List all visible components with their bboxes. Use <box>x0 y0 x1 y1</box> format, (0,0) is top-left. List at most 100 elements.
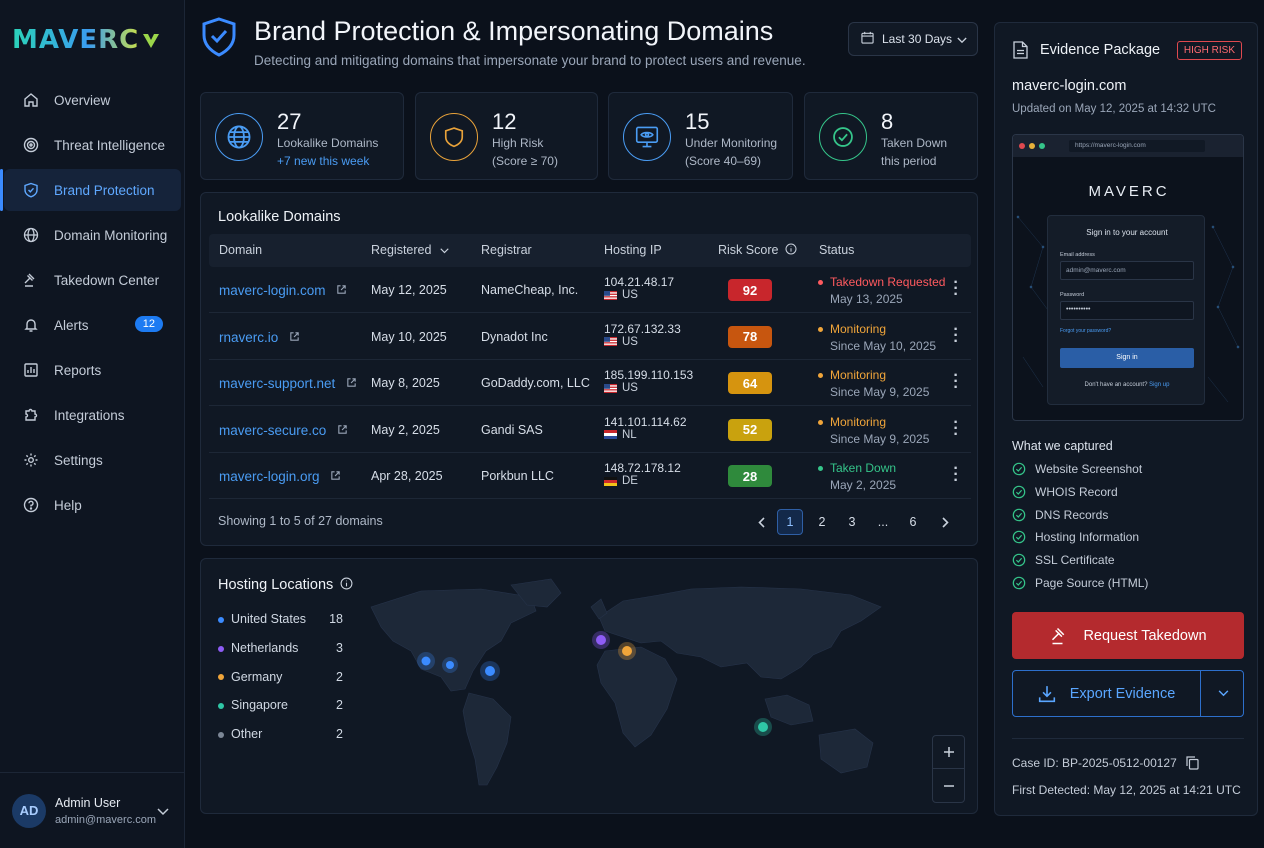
status-cell: Takedown Requested May 13, 2025 <box>818 275 945 306</box>
location-item[interactable]: Other 2 <box>218 727 343 741</box>
location-dot <box>218 674 224 681</box>
status-dot <box>818 419 823 425</box>
location-name: United States <box>231 612 307 626</box>
pagination-page-3[interactable]: 3 <box>848 515 856 529</box>
sidebar-item-help[interactable]: Help <box>4 484 181 526</box>
kpi-label: Taken Down <box>881 136 948 150</box>
zoom-in-button[interactable] <box>933 736 964 769</box>
info-icon[interactable] <box>340 577 353 590</box>
map-marker-germany[interactable] <box>622 646 632 656</box>
column-header-status[interactable]: Status <box>819 243 855 257</box>
external-link-icon[interactable] <box>346 377 357 388</box>
location-item[interactable]: United States 18 <box>218 612 343 626</box>
table-row[interactable]: maverc-support.net May 8, 2025 GoDaddy.c… <box>209 360 971 406</box>
email-field: admin@maverc.com <box>1060 261 1194 280</box>
captured-item: SSL Certificate <box>1012 553 1115 567</box>
globe-icon <box>215 113 263 161</box>
domain-link[interactable]: maverc-support.net <box>219 376 357 391</box>
bar-chart-icon <box>22 361 40 379</box>
website-screenshot[interactable]: https://maverc-login.com MAVERC Sign in … <box>1012 134 1244 421</box>
avatar: AD <box>12 793 46 828</box>
date-range-select[interactable]: Last 30 Days <box>848 22 978 56</box>
location-item[interactable]: Germany 2 <box>218 670 343 684</box>
pagination-next-button[interactable] <box>932 509 958 535</box>
column-label: Registered <box>371 243 432 257</box>
location-item[interactable]: Netherlands 3 <box>218 641 343 655</box>
risk-score-badge: 52 <box>728 418 772 441</box>
zoom-out-button[interactable] <box>933 769 964 802</box>
copy-icon[interactable] <box>1186 756 1199 770</box>
sidebar-nav: Overview Threat Intelligence Brand Prote… <box>0 76 185 529</box>
sidebar-item-integrations[interactable]: Integrations <box>4 394 181 436</box>
map-marker-us-central[interactable] <box>446 661 454 669</box>
captured-item: WHOIS Record <box>1012 485 1118 499</box>
logo[interactable]: MAVERC <box>12 25 161 55</box>
row-more-icon[interactable]: · · · <box>953 367 959 396</box>
kpi-lookalike-domains[interactable]: 27 Lookalike Domains +7 new this week <box>200 92 404 180</box>
pagination-prev-button[interactable] <box>748 509 774 535</box>
column-header-hosting-ip[interactable]: Hosting IP <box>604 243 662 257</box>
status-cell: Monitoring Since May 10, 2025 <box>818 322 936 353</box>
map-marker-us-west[interactable] <box>421 656 431 666</box>
export-options-button[interactable] <box>1202 671 1244 716</box>
kpi-under-monitoring[interactable]: 15 Under Monitoring (Score 40–69) <box>608 92 793 180</box>
ip-address: 104.21.48.17 <box>604 275 675 289</box>
info-icon[interactable] <box>785 243 797 255</box>
pagination-page-1[interactable]: 1 <box>777 509 803 535</box>
table-row[interactable]: maverc-login.org Apr 28, 2025 Porkbun LL… <box>209 453 971 499</box>
sidebar-item-takedown-center[interactable]: Takedown Center <box>4 259 181 301</box>
table-row[interactable]: maverc-login.com May 12, 2025 NameCheap,… <box>209 267 971 313</box>
map-marker-singapore[interactable] <box>758 722 768 732</box>
world-map[interactable] <box>361 571 921 811</box>
domain-link[interactable]: maverc-login.com <box>219 283 347 298</box>
risk-score-badge: 78 <box>728 325 772 348</box>
kpi-sub: +7 new this week <box>277 154 370 168</box>
table-row[interactable]: rnaverc.io May 10, 2025 Dynadot Inc 172.… <box>209 314 971 360</box>
pagination-page-2[interactable]: 2 <box>818 515 826 529</box>
row-more-icon[interactable]: · · · <box>953 320 959 350</box>
evidence-domain: maverc-login.com <box>1012 78 1127 94</box>
kpi-high-risk[interactable]: 12 High Risk (Score ≥ 70) <box>415 92 598 180</box>
table-row[interactable]: maverc-secure.co May 2, 2025 Gandi SAS 1… <box>209 407 971 453</box>
sidebar-item-reports[interactable]: Reports <box>4 349 181 391</box>
chevron-right-icon <box>941 516 949 528</box>
external-link-icon[interactable] <box>337 424 348 435</box>
check-circle-icon <box>819 113 867 161</box>
signup-link: Sign up <box>1149 382 1170 388</box>
request-takedown-button[interactable]: Request Takedown <box>1012 612 1244 659</box>
registrar: Gandi SAS <box>481 422 543 437</box>
sidebar-item-alerts[interactable]: Alerts 12 <box>4 304 181 346</box>
sidebar-item-brand-protection[interactable]: Brand Protection <box>0 169 181 211</box>
domain-name: maverc-support.net <box>219 376 336 391</box>
registered-date: May 8, 2025 <box>371 376 440 390</box>
external-link-icon[interactable] <box>336 284 347 295</box>
sidebar-item-domain-monitoring[interactable]: Domain Monitoring <box>4 214 181 256</box>
sidebar-item-overview[interactable]: Overview <box>4 79 181 121</box>
domain-link[interactable]: maverc-secure.co <box>219 423 348 438</box>
chevron-down-icon[interactable] <box>157 803 169 821</box>
external-link-icon[interactable] <box>330 470 341 481</box>
column-header-registered[interactable]: Registered <box>371 243 449 257</box>
check-circle-icon <box>1012 485 1026 499</box>
location-item[interactable]: Singapore 2 <box>218 698 343 712</box>
hosting-locations-panel: Hosting Locations United States 18 Netherl… <box>200 558 978 814</box>
map-marker-netherlands[interactable] <box>596 635 606 645</box>
sidebar-item-settings[interactable]: Settings <box>4 439 181 481</box>
export-evidence-button[interactable]: Export Evidence <box>1013 671 1201 716</box>
domain-link[interactable]: maverc-login.org <box>219 469 341 484</box>
hosting-ip: 185.199.110.153 US <box>604 368 693 394</box>
external-link-icon[interactable] <box>289 331 300 342</box>
column-header-registrar[interactable]: Registrar <box>481 243 532 257</box>
pagination-page-6[interactable]: 6 <box>909 515 917 529</box>
user-menu[interactable]: AD Admin User admin@maverc.com <box>0 772 185 848</box>
row-more-icon[interactable]: · · · <box>953 413 959 443</box>
status-label: Monitoring <box>818 415 929 429</box>
column-header-domain[interactable]: Domain <box>219 243 263 257</box>
map-marker-us-east[interactable] <box>485 666 495 676</box>
row-more-icon[interactable]: · · · <box>953 460 959 489</box>
sidebar-item-threat-intelligence[interactable]: Threat Intelligence <box>4 124 181 166</box>
row-more-icon[interactable]: · · · <box>953 274 959 303</box>
column-header-risk-score[interactable]: Risk Score <box>718 243 797 257</box>
domain-link[interactable]: rnaverc.io <box>219 330 300 345</box>
kpi-taken-down[interactable]: 8 Taken Down this period <box>804 92 978 180</box>
